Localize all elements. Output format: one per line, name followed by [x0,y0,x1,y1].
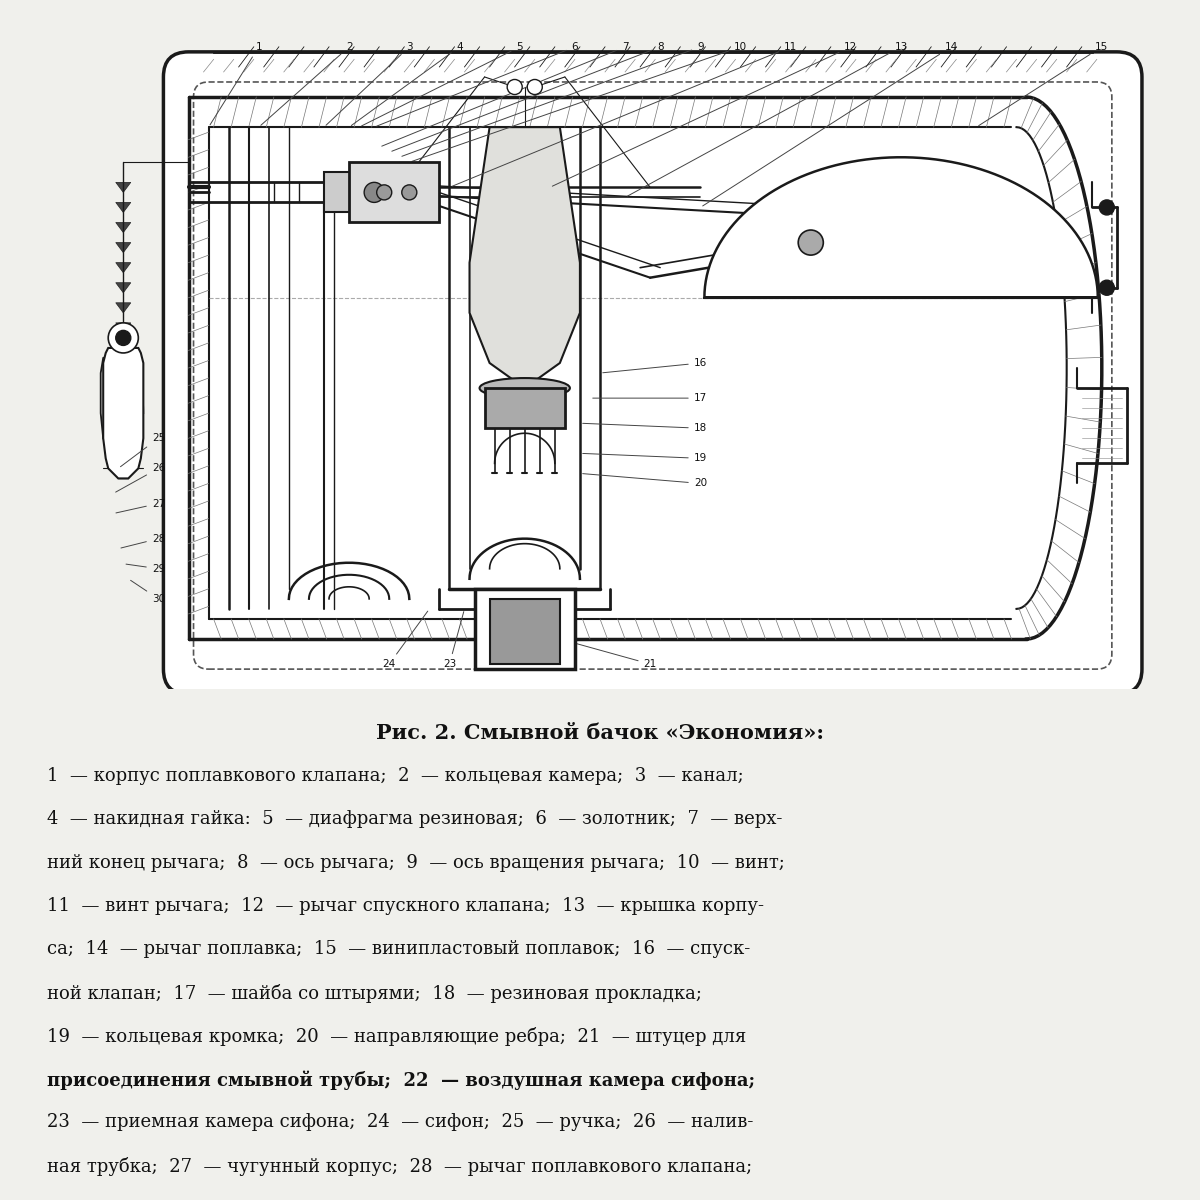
Text: 18: 18 [583,424,707,433]
Text: 15: 15 [979,42,1109,126]
Polygon shape [115,242,131,253]
Text: 25: 25 [120,433,166,467]
Text: 17: 17 [593,394,707,403]
Bar [349,162,439,222]
Circle shape [364,182,384,203]
Text: 9: 9 [402,42,703,156]
Text: 1  — корпус поплавкового клапана;  2  — кольцевая камера;  3  — канал;: 1 — корпус поплавкового клапана; 2 — кол… [47,767,744,785]
Text: 30: 30 [131,581,164,604]
Text: са;  14  — рычаг поплавка;  15  — винипластовый поплавок;  16  — спуск-: са; 14 — рычаг поплавка; 15 — винипласто… [47,941,750,959]
Text: 12: 12 [552,42,858,186]
Polygon shape [115,182,131,192]
Circle shape [377,185,391,200]
Circle shape [1099,200,1115,215]
Polygon shape [115,222,131,233]
Circle shape [798,230,823,256]
Text: ной клапан;  17  — шайба со штырями;  18  — резиновая прокладка;: ной клапан; 17 — шайба со штырями; 18 — … [47,984,702,1002]
Polygon shape [115,263,131,272]
Text: 13: 13 [628,42,907,196]
Text: 19: 19 [583,454,707,463]
Circle shape [115,330,131,346]
Bar [490,599,560,664]
Text: 23  — приемная камера сифона;  24  — сифон;  25  — ручка;  26  — налив-: 23 — приемная камера сифона; 24 — сифон;… [47,1114,754,1132]
Text: 20: 20 [583,474,707,488]
Text: 11: 11 [452,42,797,186]
Text: 26: 26 [115,463,166,492]
Text: 4: 4 [352,42,463,126]
Text: 16: 16 [602,358,707,373]
Circle shape [508,79,522,95]
Polygon shape [704,157,1098,298]
Text: 22: 22 [518,612,532,670]
Text: ная трубка;  27  — чугунный корпус;  28  — рычаг поплавкового клапана;: ная трубка; 27 — чугунный корпус; 28 — р… [47,1157,752,1176]
Polygon shape [115,283,131,293]
Polygon shape [115,323,131,332]
Text: 29: 29 [126,564,166,574]
Text: 27: 27 [116,498,166,512]
Text: 14: 14 [703,42,958,206]
Text: 23: 23 [443,612,463,670]
Polygon shape [103,348,143,479]
Bar [485,388,565,428]
Polygon shape [101,348,140,468]
Circle shape [108,323,138,353]
Circle shape [527,79,542,95]
Text: 28: 28 [121,534,166,548]
Bar [324,173,374,212]
FancyBboxPatch shape [163,52,1142,694]
Text: 4  — накидная гайка:  5  — диафрагма резиновая;  6  — золотник;  7  — верх-: 4 — накидная гайка: 5 — диафрагма резино… [47,810,782,828]
Text: присоединения смывной трубы;  22  — воздушная камера сифона;: присоединения смывной трубы; 22 — воздуш… [47,1070,756,1090]
Text: 7: 7 [382,42,629,146]
Text: 5: 5 [361,42,523,126]
Text: 21: 21 [563,640,656,670]
Polygon shape [469,127,580,388]
Text: 24: 24 [383,611,427,670]
Text: 1: 1 [210,42,262,125]
Polygon shape [115,302,131,313]
Circle shape [1099,280,1115,295]
Text: 10: 10 [412,42,748,161]
FancyBboxPatch shape [193,82,1112,670]
Ellipse shape [480,378,570,398]
Text: ний конец рычага;  8  — ось рычага;  9  — ось вращения рычага;  10  — винт;: ний конец рычага; 8 — ось рычага; 9 — ос… [47,853,785,871]
Polygon shape [115,203,131,212]
Text: 6: 6 [377,42,578,126]
Bar [474,589,575,670]
Text: Рис. 2. Смывной бачок «Экономия»:: Рис. 2. Смывной бачок «Экономия»: [376,722,824,743]
Text: 11  — винт рычага;  12  — рычаг спускного клапана;  13  — крышка корпу-: 11 — винт рычага; 12 — рычаг спускного к… [47,896,764,914]
Text: 3: 3 [326,42,413,125]
Circle shape [402,185,416,200]
Text: 19  — кольцевая кромка;  20  — направляющие ребра;  21  — штуцер для: 19 — кольцевая кромка; 20 — направляющие… [47,1027,746,1046]
Text: 8: 8 [392,42,664,151]
Text: 2: 2 [260,42,353,125]
